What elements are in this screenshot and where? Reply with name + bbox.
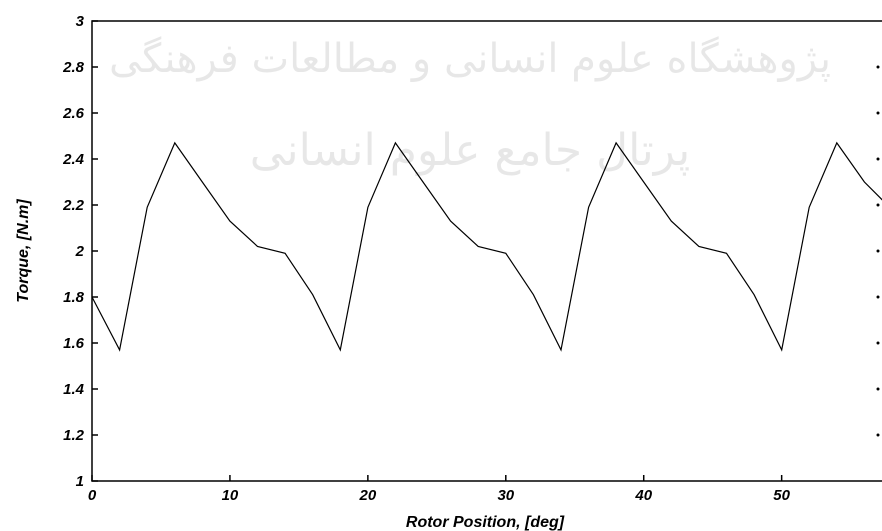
y-tick-marker	[876, 433, 880, 437]
x-tick-label: 10	[222, 487, 239, 504]
y-tick-marker	[876, 249, 880, 253]
y-tick-label: 1.2	[63, 427, 85, 444]
y-tick-marker	[876, 203, 880, 207]
plot-frame	[91, 20, 882, 482]
y-tick-label: 2.2	[62, 197, 85, 214]
x-tick-label: 0	[88, 487, 97, 504]
right-edge-markers	[876, 65, 880, 437]
y-tick-label: 2	[75, 243, 85, 260]
watermark: پژوهشگاه علوم انسانی و مطالعات فرهنگی پر…	[109, 36, 831, 176]
y-tick-label: 3	[76, 13, 85, 30]
y-tick-label: 1.4	[63, 381, 85, 398]
x-axis-tick-labels: 0 10 20 30 40 50	[88, 487, 791, 504]
x-tick-label: 50	[773, 487, 790, 504]
y-tick-label: 1	[76, 473, 84, 490]
y-axis-title: Torque, [N.m]	[15, 199, 32, 303]
torque-series-line	[91, 141, 882, 352]
y-tick-marker	[876, 111, 880, 115]
watermark-line-2: پرتال جامع علوم انسانی	[250, 125, 691, 176]
y-tick-marker	[876, 341, 880, 345]
y-tick-marker	[876, 387, 880, 391]
x-tick-label: 20	[359, 487, 377, 504]
x-tick-label: 30	[497, 487, 514, 504]
y-axis-tick-labels: 1 1.2 1.4 1.6 1.8 2 2.2 2.4 2.6 2.8 3	[62, 13, 85, 490]
y-tick-label: 2.4	[62, 151, 85, 168]
y-tick-label: 1.6	[63, 335, 85, 352]
y-axis-ticks	[92, 20, 98, 482]
y-tick-marker	[876, 157, 880, 161]
x-tick-label: 40	[634, 487, 652, 504]
x-axis-ticks	[91, 475, 783, 481]
watermark-line-1: پژوهشگاه علوم انسانی و مطالعات فرهنگی	[109, 36, 831, 82]
y-tick-marker	[876, 295, 880, 299]
y-tick-label: 2.6	[62, 105, 85, 122]
y-tick-marker	[876, 65, 880, 69]
y-tick-label: 2.8	[62, 59, 85, 76]
y-tick-label: 1.8	[63, 289, 85, 306]
x-axis-title: Rotor Position, [deg]	[406, 514, 565, 531]
